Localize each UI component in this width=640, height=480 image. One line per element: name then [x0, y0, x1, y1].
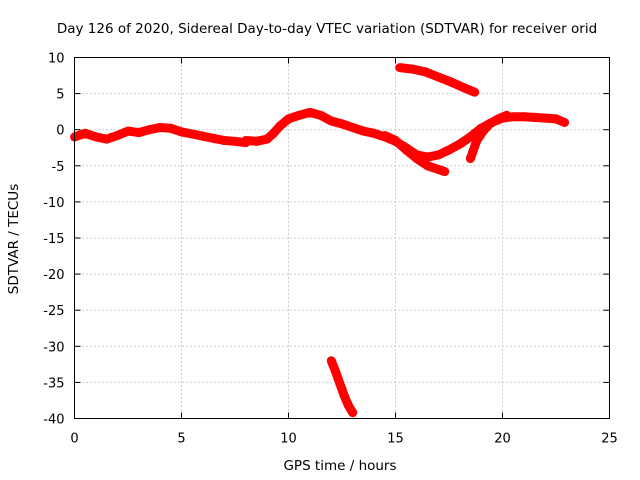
data-point	[472, 136, 482, 145]
data-point	[262, 134, 272, 144]
data-point	[166, 123, 176, 133]
y-tick-label: -10	[43, 196, 64, 211]
data-point	[395, 63, 405, 73]
data-point	[294, 110, 304, 120]
data-point	[465, 154, 475, 164]
data-point	[335, 379, 345, 389]
data-point	[519, 112, 529, 122]
data-point	[358, 126, 368, 136]
data-point	[284, 114, 293, 124]
data-point	[433, 72, 443, 82]
x-tick-label: 0	[70, 432, 78, 447]
data-point	[102, 134, 112, 144]
data-point	[421, 67, 430, 77]
data-point	[478, 126, 488, 136]
data-point	[123, 126, 133, 136]
data-point	[444, 145, 454, 155]
data-point	[91, 132, 101, 142]
data-point	[433, 150, 443, 160]
data-point	[343, 401, 353, 410]
chart-title: Day 126 of 2020, Sidereal Day-to-day VTE…	[57, 21, 597, 37]
data-series	[70, 63, 570, 418]
data-point	[316, 110, 326, 120]
x-tick-label: 25	[601, 432, 618, 447]
data-point	[401, 145, 411, 155]
grid-lines	[74, 57, 610, 419]
data-point	[459, 83, 469, 93]
y-tick-label: 10	[48, 52, 65, 67]
data-point	[187, 129, 197, 139]
data-point	[412, 154, 422, 164]
data-point	[219, 136, 229, 145]
y-tick-label: -20	[43, 268, 64, 283]
data-point	[369, 128, 379, 138]
data-point	[198, 131, 208, 141]
x-tick-label: 10	[280, 432, 297, 447]
x-axis-label: GPS time / hours	[283, 458, 396, 474]
data-point	[177, 127, 186, 137]
data-point	[155, 123, 165, 132]
data-point	[269, 128, 278, 138]
data-point	[348, 408, 358, 418]
data-point	[423, 161, 433, 171]
y-tick-label: -35	[43, 376, 64, 391]
data-point	[502, 110, 512, 120]
data-point	[485, 119, 495, 129]
axis-ticks: 0 5 10 15 20 25 10 5 0 -5 -10 -15 -20 -25 -30 -35 -40	[43, 52, 618, 447]
y-tick-label: -40	[43, 413, 64, 428]
data-point	[305, 107, 315, 117]
data-point	[241, 136, 251, 145]
data-point	[530, 112, 540, 122]
y-tick-label: 5	[56, 88, 64, 103]
data-point	[134, 128, 144, 138]
data-point	[560, 118, 570, 127]
data-point	[209, 133, 219, 143]
y-tick-label: -30	[43, 340, 64, 355]
data-point	[251, 136, 261, 146]
data-point	[326, 116, 336, 126]
data-point	[275, 121, 285, 131]
data-point	[348, 123, 358, 132]
data-point	[80, 128, 90, 138]
data-point	[440, 167, 450, 177]
data-point	[408, 64, 418, 74]
data-point	[446, 77, 456, 87]
data-point	[339, 390, 349, 400]
data-point	[470, 87, 480, 97]
y-tick-label: 0	[56, 124, 64, 139]
x-tick-label: 5	[177, 432, 185, 447]
data-point	[540, 113, 550, 123]
data-point	[230, 136, 240, 146]
x-tick-label: 20	[494, 432, 511, 447]
data-point	[337, 119, 347, 129]
data-point	[380, 131, 390, 140]
data-point	[144, 125, 154, 135]
data-point	[331, 367, 341, 377]
y-tick-label: -5	[52, 160, 65, 175]
data-point	[112, 131, 122, 140]
data-point	[391, 136, 400, 145]
x-tick-label: 15	[387, 432, 404, 447]
data-point	[455, 139, 465, 149]
y-tick-label: -15	[43, 232, 64, 247]
data-point	[551, 114, 561, 124]
y-tick-label: -25	[43, 304, 64, 319]
y-axis-label: SDTVAR / TECUs	[6, 184, 22, 294]
data-point	[326, 356, 336, 366]
data-point	[493, 114, 503, 124]
